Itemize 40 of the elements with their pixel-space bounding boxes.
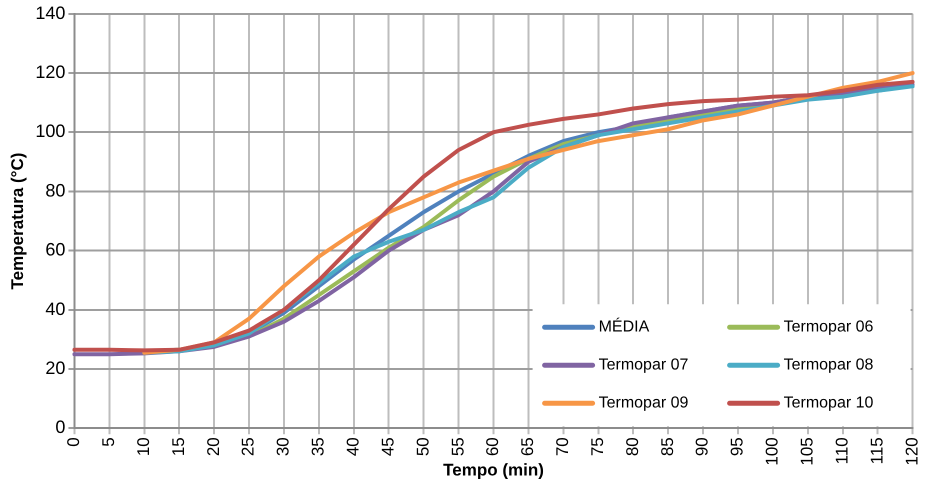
y-axis-title: Temperatura (°C) xyxy=(8,152,27,290)
x-tick-label: 35 xyxy=(308,437,328,456)
x-tick-label: 60 xyxy=(483,437,502,456)
x-axis-title: Tempo (min) xyxy=(443,460,544,480)
y-tick-label: 60 xyxy=(45,240,66,260)
y-tick-label: 80 xyxy=(45,180,66,200)
x-tick-label: 15 xyxy=(168,437,188,456)
legend-label: Termopar 08 xyxy=(784,356,874,374)
x-tick-label: 20 xyxy=(204,437,223,456)
legend-label: MÉDIA xyxy=(598,318,650,336)
x-tick-label: 105 xyxy=(798,437,817,466)
x-tick-label: 65 xyxy=(518,437,538,456)
x-tick-label: 95 xyxy=(728,437,747,456)
y-tick-label: 20 xyxy=(45,358,66,378)
x-tick-label: 25 xyxy=(238,437,258,456)
x-tick-label: 50 xyxy=(413,437,432,456)
x-tick-label: 115 xyxy=(867,437,886,464)
x-tick-label: 75 xyxy=(588,437,607,456)
x-tick-label: 5 xyxy=(99,437,118,447)
y-tick-label: 100 xyxy=(35,121,66,142)
y-tick-label: 140 xyxy=(35,2,66,23)
x-tick-label: 10 xyxy=(134,437,153,456)
y-tick-label: 40 xyxy=(45,298,66,319)
legend-label: Termopar 07 xyxy=(598,356,689,374)
x-tick-label: 100 xyxy=(762,437,782,466)
x-tick-label: 85 xyxy=(658,437,677,456)
x-tick-label: 0 xyxy=(64,437,84,447)
y-tick-label: 120 xyxy=(35,62,66,82)
x-tick-label: 55 xyxy=(448,437,468,456)
x-tick-label: 120 xyxy=(902,437,922,466)
legend-label: Termopar 10 xyxy=(784,394,874,412)
x-tick-label: 30 xyxy=(274,437,293,456)
x-tick-label: 90 xyxy=(692,437,712,456)
x-tick-label: 110 xyxy=(832,437,852,464)
x-tick-label: 45 xyxy=(378,437,398,456)
x-tick-label: 70 xyxy=(553,437,572,456)
x-tick-label: 40 xyxy=(344,437,363,456)
legend-label: Termopar 09 xyxy=(598,394,689,412)
legend-label: Termopar 06 xyxy=(784,318,874,336)
x-tick-label: 80 xyxy=(622,437,642,456)
